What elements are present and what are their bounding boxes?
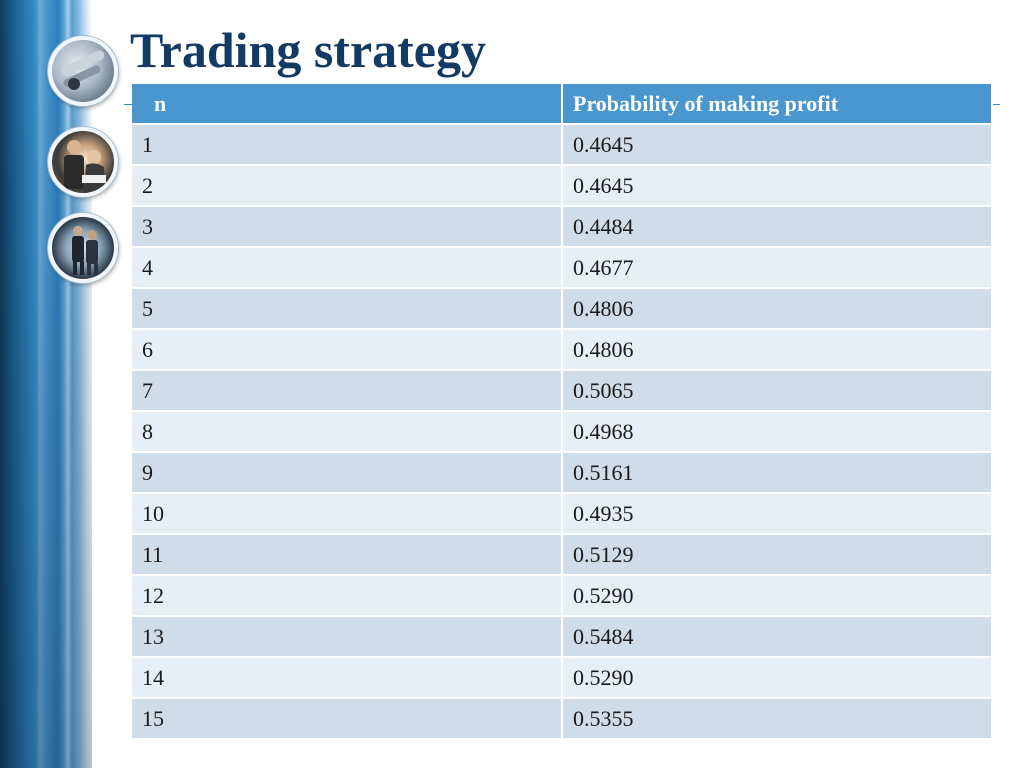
cell-probability: 0.5129 (562, 534, 993, 576)
table-row: 14 0.5290 (132, 657, 993, 699)
table-row: 2 0.4645 (132, 165, 993, 207)
business-people-illustration (64, 140, 106, 193)
cell-probability: 0.4645 (562, 165, 993, 207)
table-row: 1 0.4645 (132, 124, 993, 166)
column-header-n: n (132, 84, 563, 125)
header-rule-left (124, 104, 132, 105)
cell-probability: 0.5355 (562, 698, 993, 740)
header-rule-right (992, 104, 1000, 105)
table-header-row: n Probability of making profit (132, 84, 993, 125)
table-row: 5 0.4806 (132, 288, 993, 330)
cell-probability: 0.4935 (562, 493, 993, 535)
office-equipment-photo (48, 36, 118, 106)
cell-n: 2 (132, 165, 563, 207)
cell-n: 1 (132, 124, 563, 166)
cell-probability: 0.4484 (562, 206, 993, 248)
column-header-probability: Probability of making profit (562, 84, 993, 125)
cell-probability: 0.5161 (562, 452, 993, 494)
table-row: 6 0.4806 (132, 329, 993, 371)
cell-probability: 0.4968 (562, 411, 993, 453)
cell-n: 13 (132, 616, 563, 658)
cell-n: 6 (132, 329, 563, 371)
cell-n: 14 (132, 657, 563, 699)
cell-n: 11 (132, 534, 563, 576)
cell-n: 9 (132, 452, 563, 494)
cell-n: 10 (132, 493, 563, 535)
table-row: 12 0.5290 (132, 575, 993, 617)
cell-probability: 0.5065 (562, 370, 993, 412)
slide-title: Trading strategy (130, 22, 486, 78)
cell-n: 12 (132, 575, 563, 617)
table-row: 13 0.5484 (132, 616, 993, 658)
table-row: 3 0.4484 (132, 206, 993, 248)
cell-n: 3 (132, 206, 563, 248)
cell-n: 4 (132, 247, 563, 289)
cell-probability: 0.4806 (562, 329, 993, 371)
cell-probability: 0.5484 (562, 616, 993, 658)
table-row: 11 0.5129 (132, 534, 993, 576)
cell-probability: 0.5290 (562, 575, 993, 617)
side-decorative-band (0, 0, 92, 768)
cell-probability: 0.4677 (562, 247, 993, 289)
cell-n: 15 (132, 698, 563, 740)
probability-table: n Probability of making profit 1 0.4645 … (132, 84, 993, 740)
cell-probability: 0.4806 (562, 288, 993, 330)
cell-n: 7 (132, 370, 563, 412)
table-row: 8 0.4968 (132, 411, 993, 453)
table-row: 4 0.4677 (132, 247, 993, 289)
cell-n: 8 (132, 411, 563, 453)
office-equipment-illustration (61, 50, 105, 90)
table-row: 15 0.5355 (132, 698, 993, 740)
cell-n: 5 (132, 288, 563, 330)
table-row: 10 0.4935 (132, 493, 993, 535)
cell-probability: 0.5290 (562, 657, 993, 699)
walking-businessmen-illustration (72, 226, 98, 275)
cell-probability: 0.4645 (562, 124, 993, 166)
table-row: 9 0.5161 (132, 452, 993, 494)
table-row: 7 0.5065 (132, 370, 993, 412)
walking-businessmen-photo (48, 213, 118, 283)
business-people-photo (48, 127, 118, 197)
